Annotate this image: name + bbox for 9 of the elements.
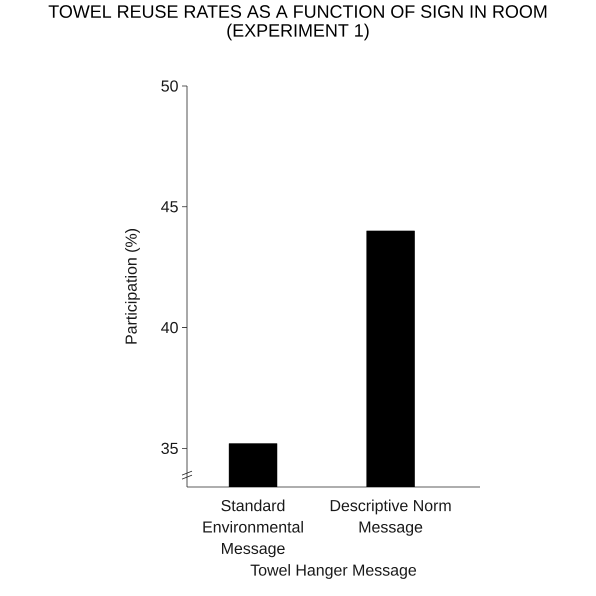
y-tick-label: 40: [161, 322, 178, 334]
chart-title: TOWEL REUSE RATES AS A FUNCTION OF SIGN IN ROOM (EXPERIMENT 1): [48, 5, 546, 40]
x-axis-title: Towel Hanger Message: [250, 564, 416, 579]
y-tick-label: 45: [161, 201, 178, 212]
x-tick-label: Standard Environmental Message: [203, 500, 303, 558]
y-tick-label: 35: [161, 442, 178, 454]
y-tick-label: 50: [161, 80, 178, 92]
y-axis-title: Participation (%): [125, 229, 140, 344]
x-tick-label: Descriptive Norm Message: [330, 500, 451, 536]
